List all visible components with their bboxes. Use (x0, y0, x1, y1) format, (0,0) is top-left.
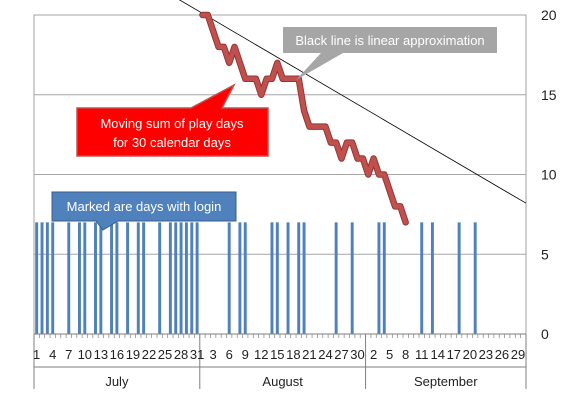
x-tick-label-17: 21 (302, 347, 316, 362)
login-bars (35, 222, 477, 334)
login-bar-31 (195, 222, 199, 334)
x-axis (33, 333, 527, 389)
y-tick-label-15: 15 (541, 87, 557, 103)
callout-moving-sum-text-1: Moving sum of play days (100, 116, 244, 131)
callout-marked-shape (51, 191, 237, 231)
login-bar-12 (94, 222, 97, 334)
month-label-2: September (414, 374, 478, 389)
x-tick-label-7: 22 (142, 347, 156, 362)
x-tick-label-2: 7 (65, 347, 72, 362)
y-tick-label-20: 20 (541, 7, 557, 23)
x-tick-label-19: 27 (334, 347, 348, 362)
login-bar-1 (35, 222, 39, 334)
login-bar-83 (473, 222, 477, 334)
x-tick-label-30: 29 (511, 347, 525, 362)
login-bar-51 (302, 222, 306, 334)
callout-marked-text: Marked are days with login (67, 199, 222, 214)
login-bar-2 (40, 222, 44, 334)
callout-linear-shape (283, 27, 497, 80)
x-tick-label-23: 8 (402, 347, 409, 362)
y-tick-label-10: 10 (541, 167, 557, 183)
x-tick-label-14: 12 (254, 347, 268, 362)
callout-moving-sum-text-2: for 30 calendar days (113, 135, 231, 150)
login-bar-80 (457, 222, 461, 334)
trend-line (178, 0, 527, 204)
y-axis-tick-labels: 0 5 10 15 20 (541, 7, 557, 342)
x-tick-label-1: 4 (49, 347, 56, 362)
x-tick-label-15: 15 (270, 347, 284, 362)
x-tick-label-20: 30 (350, 347, 364, 362)
login-bar-4 (51, 222, 55, 334)
login-bar-45 (270, 222, 274, 334)
x-tick-label-16: 18 (286, 347, 300, 362)
month-labels: July August September (105, 374, 478, 389)
y-tick-label-5: 5 (541, 246, 549, 262)
x-tick-label-25: 14 (431, 347, 445, 362)
login-bar-37 (227, 222, 231, 334)
login-bar-20 (136, 222, 140, 334)
login-bar-13 (99, 222, 103, 334)
month-label-1: August (262, 374, 303, 389)
moving-sum-line (200, 12, 408, 225)
x-tick-label-24: 11 (415, 347, 429, 362)
x-tick-label-29: 26 (495, 347, 509, 362)
login-bar-24 (158, 222, 162, 334)
login-bar-28 (179, 222, 183, 334)
login-bar-21 (142, 222, 146, 334)
x-tick-label-28: 23 (479, 347, 493, 362)
x-tick-label-13: 9 (242, 347, 249, 362)
callout-linear: Black line is linear approximation (283, 27, 497, 80)
login-bar-46 (275, 222, 279, 334)
callout-marked: Marked are days with login (51, 191, 237, 231)
trend-line-group (178, 0, 527, 204)
x-tick-label-5: 16 (110, 347, 124, 362)
login-bar-18 (126, 222, 130, 334)
x-tick-label-10: 31 (190, 347, 204, 362)
login-bar-57 (334, 222, 338, 334)
login-bar-26 (168, 222, 172, 334)
x-tick-label-8: 25 (158, 347, 172, 362)
x-tick-label-9: 28 (174, 347, 188, 362)
login-bar-73 (420, 222, 424, 334)
login-bar-30 (190, 222, 194, 334)
login-bar-27 (174, 222, 178, 334)
x-tick-label-3: 10 (78, 347, 92, 362)
x-tick-label-11: 3 (210, 347, 217, 362)
login-bar-39 (238, 222, 242, 334)
y-tick-label-0: 0 (541, 326, 549, 342)
login-bar-9 (77, 222, 81, 334)
login-bar-66 (382, 222, 386, 334)
login-bar-48 (286, 222, 290, 334)
x-tick-label-18: 24 (318, 347, 332, 362)
login-bar-65 (377, 222, 381, 334)
callout-linear-text: Black line is linear approximation (295, 33, 484, 48)
x-tick-label-6: 19 (126, 347, 140, 362)
login-bar-60 (350, 222, 354, 334)
callout-moving-sum-shape (76, 83, 269, 157)
x-tick-label-0: 1 (33, 347, 40, 362)
x-tick-label-21: 2 (370, 347, 377, 362)
moving-sum-group (199, 11, 409, 226)
login-bar-40 (243, 222, 247, 334)
callout-moving-sum: Moving sum of play days for 30 calendar … (76, 83, 269, 157)
login-bar-7 (67, 222, 71, 334)
login-bar-75 (430, 222, 434, 334)
x-tick-label-12: 6 (226, 347, 233, 362)
login-bar-29 (184, 222, 188, 334)
x-tick-label-26: 17 (447, 347, 461, 362)
x-axis-tick-labels: 1 4 7 10 13 16 19 22 25 28 31 3 6 9 12 15 18 21 24 27 30 2 5 8 1… (33, 347, 525, 362)
month-label-0: July (105, 374, 129, 389)
x-tick-label-27: 20 (463, 347, 477, 362)
login-bar-3 (45, 222, 49, 334)
login-bar-16 (115, 222, 119, 334)
login-bar-10 (83, 222, 87, 334)
login-bar-50 (297, 222, 301, 334)
login-bar-15 (110, 222, 114, 334)
x-tick-label-4: 13 (94, 347, 108, 362)
x-tick-label-22: 5 (386, 347, 393, 362)
